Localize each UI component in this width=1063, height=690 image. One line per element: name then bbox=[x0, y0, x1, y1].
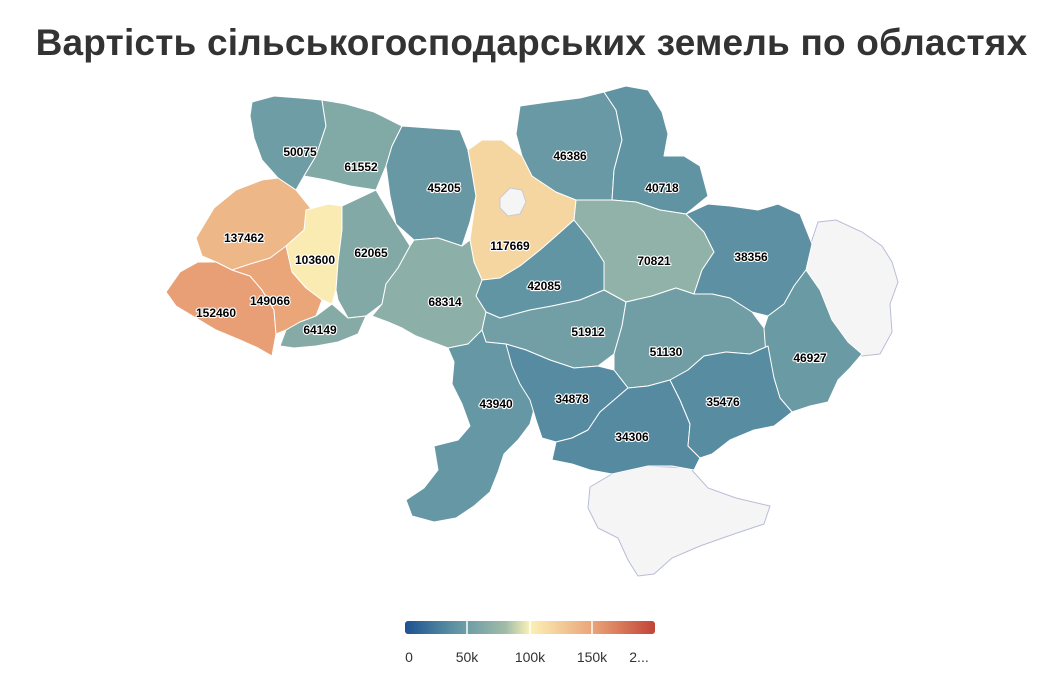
region-value-label: 70821 bbox=[637, 254, 671, 268]
region-value-label: 40718 bbox=[645, 181, 679, 195]
region-value-label: 46386 bbox=[553, 149, 587, 163]
region-sumy[interactable] bbox=[603, 85, 709, 215]
region-value-label: 149066 bbox=[250, 294, 290, 308]
region-value-label: 117669 bbox=[490, 239, 530, 253]
region-value-label: 42085 bbox=[527, 279, 561, 293]
region-value-label: 137462 bbox=[224, 231, 264, 245]
region-value-label: 61552 bbox=[344, 160, 378, 174]
region-value-label: 68314 bbox=[428, 295, 462, 309]
region-value-label: 34878 bbox=[555, 392, 589, 406]
region-value-label: 50075 bbox=[283, 145, 317, 159]
legend-tick-label: 100k bbox=[515, 649, 546, 665]
region-value-label: 46927 bbox=[793, 351, 827, 365]
legend-tick-label: 50k bbox=[456, 649, 480, 665]
region-value-label: 45205 bbox=[427, 181, 461, 195]
region-value-label: 64149 bbox=[303, 323, 337, 337]
region-value-label: 51130 bbox=[650, 345, 683, 359]
region-vinnytsia[interactable] bbox=[371, 237, 487, 349]
legend-tick-label: 2... bbox=[629, 649, 648, 665]
region-value-label: 152460 bbox=[196, 306, 236, 320]
region-value-label: 35476 bbox=[706, 395, 740, 409]
region-khmelnytskyi[interactable] bbox=[335, 189, 411, 319]
region-zaporizhzhia[interactable] bbox=[669, 345, 793, 459]
region-value-label: 38356 bbox=[734, 250, 768, 264]
page-title: Вартість сільськогосподарських земель по… bbox=[35, 22, 1028, 63]
region-value-label: 34306 bbox=[615, 430, 649, 444]
kyiv-city-nodata bbox=[499, 187, 527, 217]
region-value-label: 103600 bbox=[295, 253, 335, 267]
region-value-label: 43940 bbox=[479, 397, 513, 411]
region-chernivtsi[interactable] bbox=[279, 303, 367, 349]
legend-tick-label: 0 bbox=[405, 649, 413, 665]
legend-tick-label: 150k bbox=[577, 649, 608, 665]
region-value-label: 62065 bbox=[354, 246, 388, 260]
region-value-label: 51912 bbox=[571, 325, 605, 339]
